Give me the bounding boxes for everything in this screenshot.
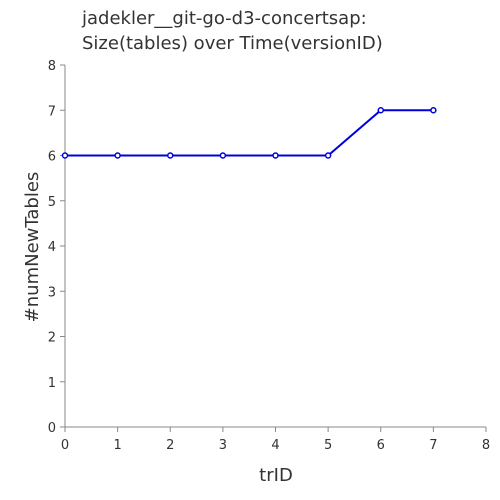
x-tick-label: 8	[482, 438, 490, 453]
x-tick-label: 6	[377, 438, 385, 453]
data-point	[377, 107, 384, 114]
data-point	[272, 152, 279, 159]
y-tick-label: 3	[48, 285, 56, 300]
x-tick-label: 5	[324, 438, 332, 453]
y-tick-label: 7	[48, 104, 56, 119]
x-tick-label: 4	[271, 438, 279, 453]
data-point	[430, 107, 437, 114]
y-axis-label: #numNewTables	[22, 172, 43, 323]
series-layer	[61, 107, 437, 159]
y-tick-label: 0	[48, 421, 56, 436]
x-tick-label: 1	[113, 438, 121, 453]
chart-title: jadekler__git-go-d3-concertsap: Size(tab…	[81, 8, 383, 54]
x-tick-label: 0	[61, 438, 69, 453]
y-axis: 0 1 2 3 4 5 6 7 8	[48, 59, 66, 436]
y-tick-label: 5	[48, 195, 56, 210]
chart-title-line-2: Size(tables) over Time(versionID)	[82, 33, 383, 54]
data-point	[167, 152, 174, 159]
x-tick-label: 3	[219, 438, 227, 453]
y-tick-label: 1	[48, 376, 56, 391]
x-axis: 0 1 2 3 4 5 6 7 8	[61, 426, 490, 453]
data-point	[219, 152, 227, 159]
x-tick-label: 7	[429, 438, 437, 453]
x-tick-label: 2	[166, 438, 174, 453]
series-line	[65, 109, 434, 157]
y-tick-label: 2	[48, 331, 56, 346]
chart-title-line-1: jadekler__git-go-d3-concertsap:	[81, 8, 367, 29]
x-axis-label: trID	[259, 465, 293, 486]
y-tick-label: 8	[48, 59, 56, 74]
data-point	[61, 152, 69, 159]
y-tick-label: 4	[48, 240, 56, 255]
y-tick-label: 6	[48, 150, 56, 165]
data-point	[114, 152, 121, 159]
data-point	[324, 152, 332, 159]
